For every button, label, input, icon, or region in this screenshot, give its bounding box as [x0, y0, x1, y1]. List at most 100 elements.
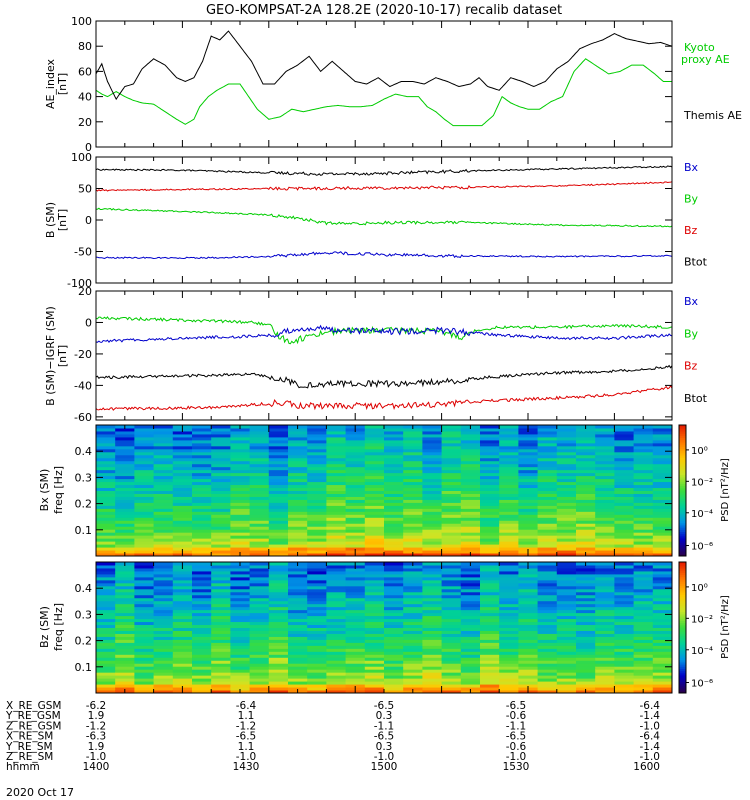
spectrogram-cell [96, 657, 116, 661]
spectrogram-cell [230, 567, 251, 572]
spectrogram-cell [211, 505, 231, 509]
y-tick-label: 100 [71, 151, 92, 164]
spectrogram-cell [134, 573, 155, 578]
spectrogram-cell [115, 585, 135, 590]
spectrogram-cell [345, 457, 366, 462]
spectrogram-cell [268, 657, 289, 661]
spectrogram-cell [384, 573, 404, 578]
spectrogram-cell [230, 612, 251, 617]
spectrogram-cell [192, 445, 212, 450]
spectrogram-cell [499, 615, 519, 620]
colorbar-segment [679, 510, 686, 513]
spectrogram-cell [595, 523, 615, 527]
spectrogram-cell [192, 454, 212, 459]
spectrogram-cell [134, 439, 155, 444]
spectrogram-cell [460, 454, 481, 459]
colorbar-tick-label: 10⁻² [691, 614, 713, 625]
spectrogram-cell [460, 666, 481, 670]
spectrogram-cell [403, 430, 423, 435]
spectrogram-cell [576, 445, 596, 450]
spectrogram-cell [384, 436, 404, 441]
spectrogram-cell [211, 448, 231, 453]
spectrogram-cell [96, 627, 116, 631]
spectrogram-cell [537, 579, 558, 584]
spectrogram-cell [268, 627, 289, 631]
spectrogram-cell [230, 514, 251, 518]
spectrogram-cell [134, 633, 155, 637]
spectrogram-cell [249, 687, 270, 691]
spectrogram-cell [364, 645, 385, 649]
spectrogram-cell [192, 657, 212, 661]
spectrogram-cell [576, 684, 596, 688]
spectrogram-cell [614, 570, 635, 575]
spectrogram-cell [652, 606, 673, 611]
spectrogram-cell [153, 541, 174, 545]
spectrogram-cell [422, 687, 443, 691]
legend-bz: Bz [684, 360, 698, 373]
colorbar-segment [679, 479, 686, 483]
spectrogram-cell [595, 463, 615, 468]
spectrogram-cell [96, 600, 116, 605]
spectrogram-cell [480, 645, 500, 649]
spectrogram-cell [384, 636, 404, 640]
spectrogram-cell [614, 576, 635, 581]
spectrogram-cell [480, 499, 500, 503]
spectrogram-cell [403, 660, 423, 664]
spectrogram-cell [652, 511, 673, 515]
spectrogram-cell [652, 582, 673, 587]
spectrogram-cell [115, 481, 135, 486]
colorbar-segment [679, 642, 686, 646]
spectrogram-cell [556, 588, 577, 593]
spectrogram-cell [268, 532, 289, 536]
spectrogram-cell [192, 466, 212, 471]
spectrogram-cell [192, 514, 212, 518]
spectrogram-cell [268, 535, 289, 539]
spectrogram-cell [172, 591, 193, 596]
colorbar-segment [679, 527, 686, 531]
spectrogram-cell [576, 535, 596, 539]
legend-kyoto-line2: proxy AE [681, 53, 730, 66]
spectrogram-cell [499, 490, 519, 494]
spectrogram-cell [460, 499, 481, 503]
spectrogram-cell [460, 591, 481, 596]
spectrogram-cell [652, 567, 673, 572]
spectrogram-cell [576, 669, 596, 673]
spectrogram-cell [288, 493, 308, 497]
spectrogram-cell [153, 573, 174, 578]
spectrogram-cell [576, 493, 596, 497]
spectrogram-cell [441, 496, 462, 500]
spectrogram-cell [537, 645, 558, 649]
spectrogram-cell [249, 520, 270, 524]
spectrogram-cell [326, 439, 347, 444]
colorbar-tick-label: 10⁰ [691, 446, 708, 457]
spectrogram-cell [192, 585, 212, 590]
spectrogram-cell [249, 663, 270, 667]
spectrogram-cell [384, 672, 404, 676]
spectrogram-cell [614, 615, 635, 620]
spectrogram-cell [460, 529, 481, 533]
spectrogram-cell [192, 636, 212, 640]
spectrogram-cell [288, 550, 308, 554]
spectrogram-cell [499, 600, 519, 605]
spectrogram-cell [422, 567, 443, 572]
spectrogram-cell [288, 451, 308, 456]
spectrogram-cell [614, 442, 635, 447]
spectrogram-cell [499, 612, 519, 617]
spectrogram-cell [134, 484, 155, 489]
spectrogram-cell [595, 624, 615, 628]
spectrogram-cell [268, 505, 289, 509]
spectrogram-cell [115, 684, 135, 688]
y-tick-label: 0.2 [75, 498, 93, 511]
colorbar-segment [679, 649, 686, 653]
spectrogram-cell [460, 588, 481, 593]
spectrogram-cell [96, 466, 116, 471]
spectrogram-cell [537, 538, 558, 542]
spectrogram-cell [576, 645, 596, 649]
spectrogram-cell [115, 669, 135, 673]
spectrogram-cell [211, 502, 231, 506]
spectrogram-cell [384, 535, 404, 539]
spectrogram-cell [384, 564, 404, 569]
spectrogram-cell [115, 681, 135, 685]
spectrogram-cell [134, 687, 155, 691]
